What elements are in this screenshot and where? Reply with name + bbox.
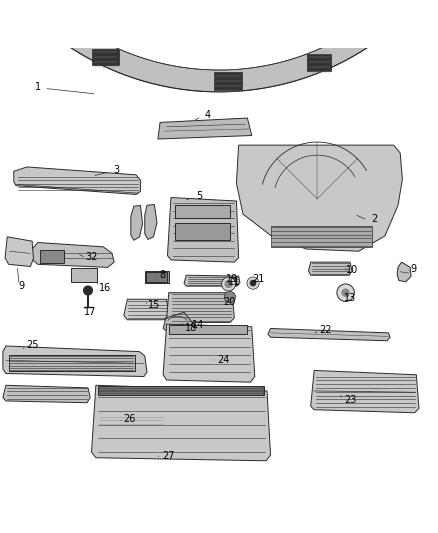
Text: 21: 21 <box>252 274 265 284</box>
Bar <box>92 49 119 66</box>
Polygon shape <box>184 275 240 286</box>
Text: 17: 17 <box>84 308 96 317</box>
Text: 4: 4 <box>205 110 211 119</box>
Circle shape <box>337 284 354 302</box>
Bar <box>169 325 247 334</box>
Polygon shape <box>163 312 193 335</box>
Bar <box>9 354 135 372</box>
Polygon shape <box>0 0 438 92</box>
Polygon shape <box>158 118 252 139</box>
Polygon shape <box>92 385 271 461</box>
Polygon shape <box>145 205 157 239</box>
Polygon shape <box>5 237 33 266</box>
Text: 26: 26 <box>124 414 136 424</box>
Bar <box>175 223 230 240</box>
Text: 2: 2 <box>371 214 377 224</box>
Circle shape <box>247 277 259 289</box>
Polygon shape <box>308 262 352 275</box>
Text: 23: 23 <box>344 394 356 405</box>
Bar <box>98 386 264 395</box>
Text: 3: 3 <box>113 165 120 175</box>
Circle shape <box>251 280 256 286</box>
Text: 27: 27 <box>162 451 175 462</box>
Text: 9: 9 <box>18 281 25 291</box>
Polygon shape <box>3 346 147 376</box>
Polygon shape <box>166 293 234 322</box>
Text: 25: 25 <box>26 340 39 350</box>
Text: 19: 19 <box>226 274 238 284</box>
Text: 9: 9 <box>410 264 417 273</box>
Circle shape <box>222 277 236 291</box>
Circle shape <box>225 280 232 287</box>
Text: 20: 20 <box>224 297 236 308</box>
Polygon shape <box>131 205 143 240</box>
Polygon shape <box>397 262 411 282</box>
Polygon shape <box>237 145 403 251</box>
Circle shape <box>342 289 349 296</box>
Text: 14: 14 <box>192 320 204 330</box>
Polygon shape <box>145 271 169 283</box>
Polygon shape <box>31 243 114 268</box>
Text: 22: 22 <box>320 325 332 335</box>
Text: 8: 8 <box>159 270 165 280</box>
Text: 11: 11 <box>228 277 240 287</box>
Bar <box>175 205 230 219</box>
Text: 32: 32 <box>85 252 98 262</box>
Text: 24: 24 <box>217 356 230 365</box>
Bar <box>146 272 167 282</box>
Polygon shape <box>167 198 239 262</box>
Polygon shape <box>124 299 169 320</box>
Polygon shape <box>311 370 419 413</box>
Circle shape <box>224 292 236 303</box>
Text: 10: 10 <box>346 265 358 275</box>
Text: 13: 13 <box>344 293 356 303</box>
Bar <box>307 54 332 71</box>
Bar <box>40 250 64 263</box>
Polygon shape <box>163 324 255 382</box>
Polygon shape <box>95 415 166 427</box>
Text: 18: 18 <box>184 322 197 333</box>
Text: 16: 16 <box>99 284 112 293</box>
Polygon shape <box>3 385 90 403</box>
Bar <box>272 226 372 247</box>
Polygon shape <box>14 167 141 195</box>
Text: 1: 1 <box>35 83 41 93</box>
Polygon shape <box>268 328 390 341</box>
Bar <box>214 71 242 90</box>
Text: 15: 15 <box>148 300 161 310</box>
Text: 5: 5 <box>196 191 202 201</box>
Circle shape <box>84 286 92 295</box>
Bar <box>71 268 97 282</box>
